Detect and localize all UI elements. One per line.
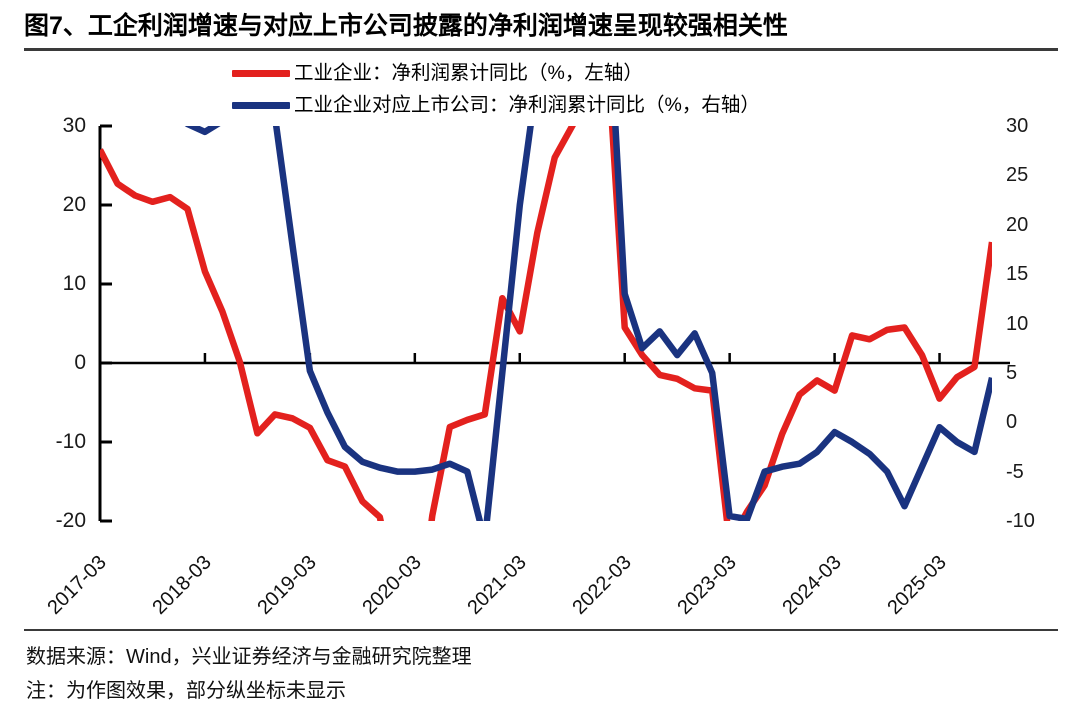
- legend-label-blue: 工业企业对应上市公司：净利润累计同比（%，右轴）: [294, 94, 760, 116]
- y-axis-right-tick-label: -5: [1006, 460, 1024, 483]
- source-line: 数据来源：Wind，兴业证券经济与金融研究院整理: [26, 646, 472, 668]
- series-line-industrial-profit: [100, 126, 992, 521]
- y-axis-right-tick-label: 20: [1006, 213, 1029, 236]
- legend-item-red: 工业企业：净利润累计同比（%，左轴）: [232, 60, 760, 86]
- y-axis-right-tick-label: 25: [1006, 164, 1029, 187]
- line-chart-svg: [98, 124, 1010, 523]
- figure-footer: 数据来源：Wind，兴业证券经济与金融研究院整理 注：为作图效果，部分纵坐标未显…: [26, 640, 1036, 708]
- y-axis-right-tick-label: 0: [1006, 411, 1018, 434]
- chart-legend: 工业企业：净利润累计同比（%，左轴） 工业企业对应上市公司：净利润累计同比（%，…: [232, 60, 760, 118]
- y-axis-left-tick-label: 20: [62, 193, 86, 216]
- y-axis-right-tick-label: -10: [1006, 510, 1035, 532]
- figure-title-wrap: 图7、工企利润增速与对应上市公司披露的净利润增速呈现较强相关性: [24, 10, 1058, 42]
- page-title: 图7、工企利润增速与对应上市公司披露的净利润增速呈现较强相关性: [24, 12, 788, 40]
- legend-label-red: 工业企业：净利润累计同比（%，左轴）: [294, 62, 643, 84]
- title-divider: [24, 48, 1058, 51]
- legend-swatch-red: [232, 69, 290, 77]
- y-axis-left-tick-label: -20: [55, 509, 86, 532]
- y-axis-right-tick-label: 10: [1006, 312, 1029, 335]
- chart-plot-area: 30 20 10 0 -10 -20 30 25 20 15 10 5 0 -5 -10 2017-03 2…: [43, 114, 1035, 619]
- y-axis-right-tick-label: 30: [1006, 115, 1029, 137]
- y-axis-left-tick-label: 10: [62, 272, 86, 295]
- y-axis-right-tick-label: 5: [1006, 361, 1018, 384]
- legend-swatch-blue: [232, 101, 290, 109]
- y-axis-left-tick-label: 0: [74, 351, 86, 374]
- legend-item-blue: 工业企业对应上市公司：净利润累计同比（%，右轴）: [232, 92, 760, 118]
- y-axis-right-tick-label: 15: [1006, 263, 1029, 286]
- series-line-listed-companies: [184, 126, 992, 521]
- footer-divider: [24, 629, 1058, 631]
- y-axis-left-tick-label: -10: [55, 430, 86, 453]
- y-axis-left-tick-label: 30: [62, 114, 86, 137]
- note-line: 注：为作图效果，部分纵坐标未显示: [26, 680, 346, 702]
